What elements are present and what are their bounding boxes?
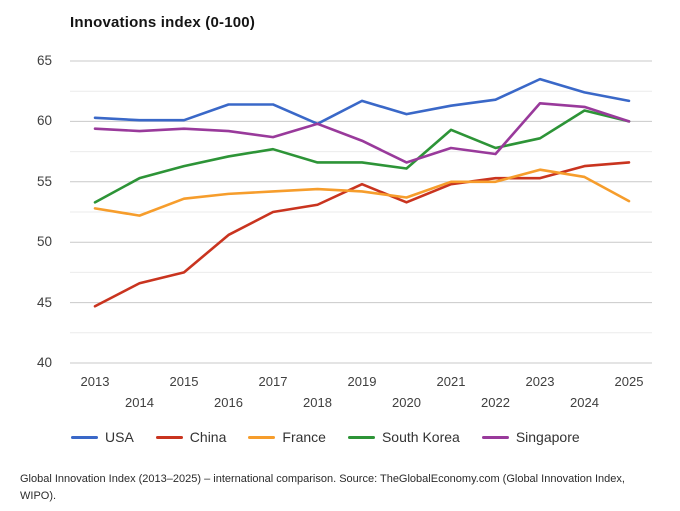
legend-label: France <box>282 429 326 445</box>
legend-label: South Korea <box>381 429 460 445</box>
x-axis-tick-label: 2019 <box>347 374 377 389</box>
legend-entry-south-korea: South Korea <box>347 429 460 445</box>
series-line-france <box>93 168 631 217</box>
legend-line-swatch <box>155 435 183 439</box>
series-line-china <box>93 161 631 308</box>
series-line-usa <box>93 77 631 126</box>
y-axis-tick-label: 60 <box>36 113 52 129</box>
y-axis-tick-label: 55 <box>36 173 52 189</box>
legend-line-swatch <box>347 435 375 439</box>
x-axis-tick-label: 2015 <box>169 374 199 389</box>
chart-title: Innovations index (0-100) <box>70 14 256 31</box>
legend-entry-china: China <box>155 429 227 445</box>
legend-label: Singapore <box>515 429 580 445</box>
legend-line-swatch <box>481 435 509 439</box>
series-line-singapore <box>93 101 631 164</box>
y-axis-tick-label: 65 <box>36 53 52 68</box>
x-axis-tick-label: 2020 <box>392 395 421 410</box>
y-axis-tick-label: 40 <box>36 355 52 370</box>
caption-line-1: Global Innovation Index (2013–2025) – in… <box>20 473 625 485</box>
x-axis-tick-label: 2025 <box>614 374 644 389</box>
x-axis-tick-label: 2013 <box>80 374 110 389</box>
legend: USA China France South Korea Singapore <box>71 429 580 445</box>
legend-line-swatch <box>71 435 98 439</box>
x-axis-tick-label: 2014 <box>125 395 154 410</box>
y-axis-tick-label: 50 <box>36 234 52 250</box>
x-axis-tick-label: 2017 <box>258 374 288 389</box>
x-axis-tick-label: 2021 <box>436 374 466 389</box>
x-axis-tick-label: 2018 <box>303 395 332 410</box>
legend-entry-usa: USA <box>71 429 134 445</box>
caption-line-2: WIPO). <box>20 490 57 502</box>
series-line-south-korea <box>93 109 631 204</box>
x-axis-tick-label: 2016 <box>214 395 243 410</box>
legend-label: USA <box>105 429 134 445</box>
x-axis-tick-label: 2023 <box>525 374 555 389</box>
legend-entry-singapore: Singapore <box>481 429 580 445</box>
legend-label: China <box>189 429 227 445</box>
x-axis-tick-label: 2022 <box>481 395 510 410</box>
legend-entry-france: France <box>248 429 326 445</box>
source-caption: Global Innovation Index (2013–2025) – in… <box>20 471 668 505</box>
legend-line-swatch <box>248 435 276 439</box>
x-axis-tick-label: 2024 <box>570 395 599 410</box>
y-axis-tick-label: 45 <box>36 294 52 310</box>
chart-canvas <box>70 60 652 364</box>
